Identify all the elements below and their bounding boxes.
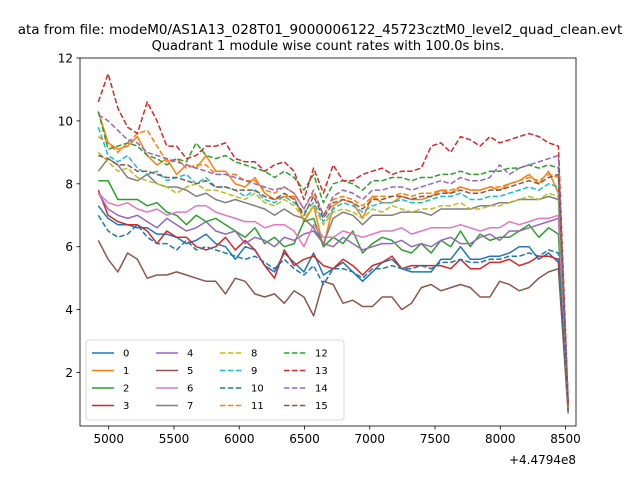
series-line-5 <box>97 240 569 414</box>
y-tick-label: 4 <box>65 303 73 317</box>
series-line-6 <box>97 192 569 408</box>
plot-area: 5000 5500 6000 6500 7000 7500 8000 8500 2468101… <box>58 52 581 468</box>
legend-box <box>85 339 345 421</box>
y-tick-label: 10 <box>58 114 73 128</box>
legend-label: 8 <box>251 349 257 360</box>
y-axis: 2 4 6 8 10 12 <box>58 52 80 380</box>
series-line-4 <box>97 192 569 408</box>
x-tick-label: 6500 <box>289 432 320 446</box>
legend-label: 2 <box>123 384 129 395</box>
series-line-14 <box>97 113 569 405</box>
chart-title: Quadrant 1 module wise count rates with … <box>152 39 505 54</box>
x-tick-label: 5000 <box>93 432 124 446</box>
x-tick-label: 7000 <box>354 432 385 446</box>
legend-label: 12 <box>315 349 328 360</box>
figure-suptitle: ata from file: modeM0/AS1A13_028T01_9000… <box>18 22 623 38</box>
series-layer <box>97 72 569 414</box>
legend-label: 3 <box>123 401 129 412</box>
series-line-10 <box>97 214 569 411</box>
legend-label: 7 <box>187 401 193 412</box>
series-line-15 <box>98 154 569 408</box>
legend-label: 14 <box>315 384 328 395</box>
legend-label: 5 <box>187 366 193 377</box>
x-axis: 5000 5500 6000 6500 7000 7500 8000 8500 <box>93 426 581 446</box>
x-tick-label: 8000 <box>485 432 516 446</box>
legend-label: 6 <box>187 384 193 395</box>
x-tick-label: 8500 <box>550 432 581 446</box>
legend-label: 0 <box>123 349 129 360</box>
legend-label: 4 <box>187 349 193 360</box>
x-tick-label: 7500 <box>420 432 451 446</box>
series-line-11 <box>97 129 569 408</box>
legend-label: 10 <box>251 384 264 395</box>
y-tick-label: 6 <box>65 240 73 254</box>
x-tick-label: 6000 <box>224 432 255 446</box>
axes-frame <box>79 57 577 427</box>
legend-label: 9 <box>251 366 257 377</box>
y-tick-label: 2 <box>65 366 73 380</box>
series-line-13 <box>97 72 569 401</box>
series-line-3 <box>97 189 569 411</box>
y-tick-label: 12 <box>58 52 73 66</box>
x-tick-label: 5500 <box>159 432 190 446</box>
legend-label: 13 <box>315 366 328 377</box>
y-tick-label: 8 <box>65 177 73 191</box>
series-line-8 <box>97 151 569 408</box>
legend-label: 15 <box>315 401 328 412</box>
series-line-7 <box>97 157 569 408</box>
legend-label: 1 <box>123 366 129 377</box>
legend-label: 11 <box>251 401 264 412</box>
series-line-12 <box>97 111 569 405</box>
x-axis-offset-text: +4.4794e8 <box>509 453 576 467</box>
